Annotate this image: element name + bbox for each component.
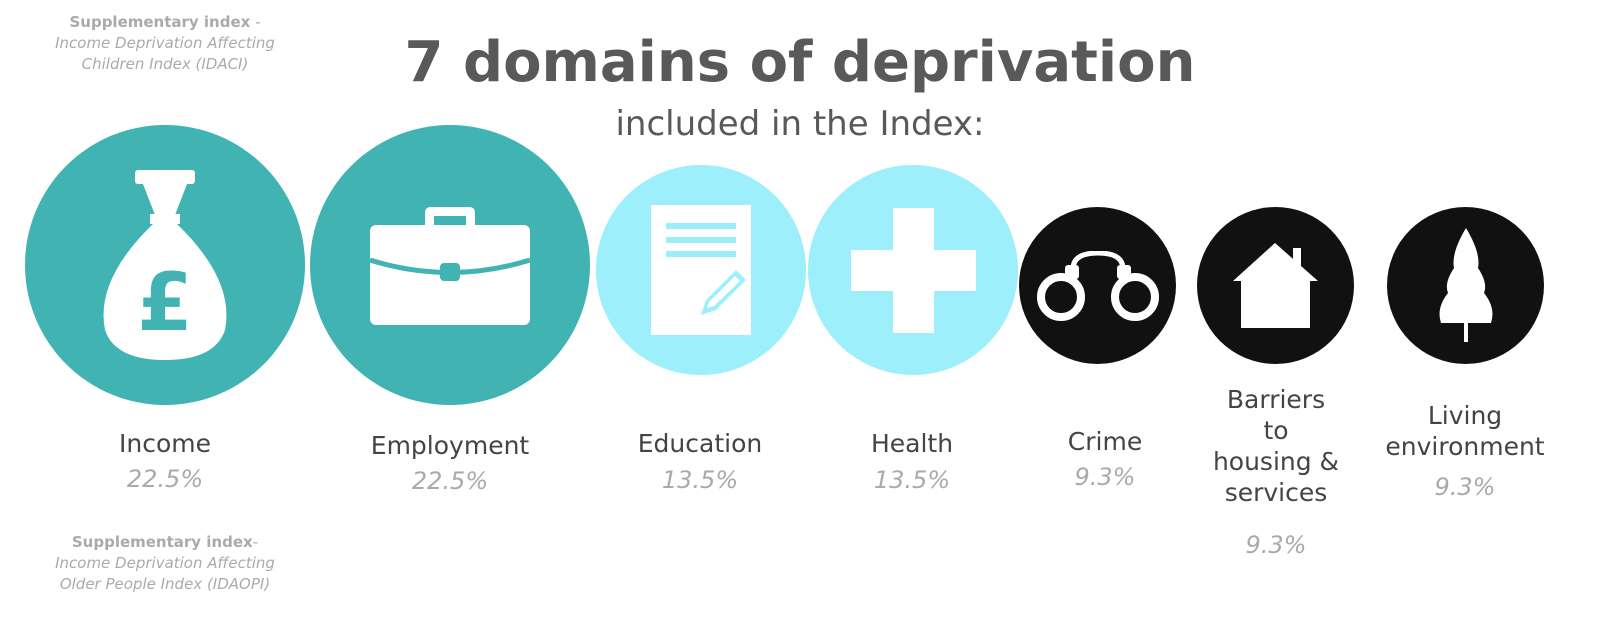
label-line: housing & [1212, 447, 1340, 476]
cross-icon [850, 207, 976, 333]
handcuffs-icon [1036, 250, 1159, 321]
tree-icon [1439, 228, 1492, 342]
domain-label-employment: Employment [370, 431, 530, 460]
domain-weight-education: 13.5% [661, 466, 739, 494]
domain-label-education: Education [637, 429, 763, 458]
supplementary-note-idaopi: Supplementary index- Income Deprivation … [15, 532, 315, 595]
supplementary-note-idaci: Supplementary index - Income Deprivation… [15, 12, 315, 75]
domain-weight-employment: 22.5% [411, 467, 489, 495]
note-italic: Income Deprivation Affecting [55, 554, 275, 572]
label-line: to [1263, 416, 1289, 445]
living-environment-circle [1387, 207, 1544, 364]
note-italic: Children Index (IDACI) [81, 55, 249, 73]
label-line: environment [1385, 432, 1545, 461]
note-italic: Income Deprivation Affecting [55, 34, 275, 52]
health-circle [808, 165, 1018, 375]
housing-circle [1197, 207, 1354, 364]
label-line: Barriers [1226, 385, 1326, 414]
document-pencil-icon [651, 205, 751, 335]
note-sep: - [250, 13, 261, 31]
svg-text:£: £ [137, 256, 193, 349]
income-circle: £ [25, 125, 305, 405]
domain-weight-crime: 9.3% [1074, 463, 1136, 491]
domain-weight-housing: 9.3% [1245, 531, 1307, 559]
employment-circle [310, 125, 590, 405]
domain-label-housing: Barriers to housing & services [1186, 384, 1366, 508]
domain-label-health: Health [870, 429, 954, 458]
domain-weight-income: 22.5% [126, 465, 204, 493]
money-bag-pound-icon: £ [103, 170, 227, 360]
page-title: 7 domains of deprivation [404, 30, 1196, 95]
domain-weight-living-environment: 9.3% [1434, 473, 1496, 501]
label-line: services [1224, 478, 1328, 507]
label-line: Living [1427, 401, 1503, 430]
crime-circle [1019, 207, 1176, 364]
note-bold: Supplementary index [71, 533, 253, 551]
note-italic: Older People Index (IDAOPI) [59, 575, 271, 593]
page-subtitle: included in the Index: [615, 104, 985, 144]
domain-label-living-environment: Living environment [1375, 400, 1555, 462]
note-sep: - [252, 533, 259, 551]
domain-label-income: Income [119, 429, 211, 458]
briefcase-icon [370, 207, 530, 325]
domain-weight-health: 13.5% [873, 466, 951, 494]
note-bold: Supplementary index [69, 13, 251, 31]
house-icon [1233, 243, 1318, 328]
domain-label-crime: Crime [1067, 427, 1143, 456]
education-circle [596, 165, 806, 375]
